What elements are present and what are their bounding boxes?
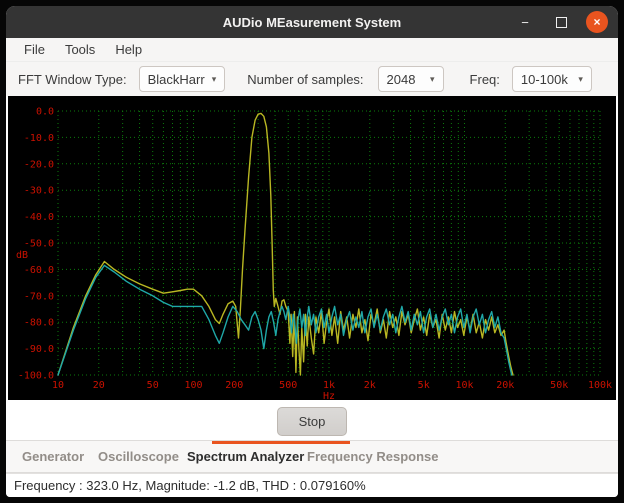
x-tick-label: 1k [323, 380, 335, 391]
close-button[interactable]: × [586, 11, 608, 33]
x-tick-label: 50 [147, 380, 159, 391]
y-tick-label: -90.0 [24, 344, 54, 355]
samples-label: Number of samples: [247, 71, 364, 87]
x-tick-label: 10 [52, 380, 64, 391]
button-row: Stop [6, 400, 618, 440]
fft-window-label: FFT Window Type: [18, 71, 127, 87]
trace-input-spectrum [57, 264, 513, 376]
window-title: AUDio MEasurement System [222, 14, 402, 30]
x-tick-label: 100k [588, 380, 612, 391]
fft-window-select[interactable]: BlackHarr ▾ [138, 66, 226, 92]
tab-bar: Generator Oscilloscope Spectrum Analyzer… [6, 440, 618, 473]
samples-select[interactable]: 2048 ▾ [377, 66, 444, 92]
y-tick-label: -20.0 [24, 159, 54, 170]
menu-help[interactable]: Help [115, 42, 143, 57]
status-bar: Frequency : 323.0 Hz, Magnitude: -1.2 dB… [6, 473, 618, 497]
x-axis-title: Hz [323, 391, 335, 400]
minimize-button[interactable]: − [521, 14, 529, 30]
toolbar: FFT Window Type: BlackHarr ▾ Number of s… [6, 62, 618, 96]
title-bar[interactable]: AUDio MEasurement System − × [6, 6, 618, 38]
spectrum-analyzer-plot: 0.0 -10.0 -20.0 -30.0 -40.0 -50.0 -60.0 -70.0 -8… [8, 96, 616, 400]
chevron-down-icon: ▾ [578, 73, 583, 84]
active-tab-indicator [212, 441, 350, 444]
y-axis-title: dB [16, 250, 28, 261]
x-tick-label: 10k [455, 380, 473, 391]
y-tick-label: 0.0 [36, 107, 54, 118]
y-tick-label: -70.0 [24, 291, 54, 302]
chevron-down-icon: ▾ [430, 73, 435, 84]
y-tick-label: -100.0 [18, 371, 54, 382]
y-tick-label: -10.0 [24, 133, 54, 144]
x-tick-label: 20 [93, 380, 105, 391]
y-tick-label: -60.0 [24, 265, 54, 276]
y-tick-label: -30.0 [24, 186, 54, 197]
status-text: Frequency : 323.0 Hz, Magnitude: -1.2 dB… [14, 478, 366, 493]
freq-value: 10-100k [520, 71, 568, 87]
y-tick-label: -40.0 [24, 212, 54, 223]
tab-generator[interactable]: Generator [22, 449, 85, 464]
close-icon: × [593, 15, 601, 29]
chevron-down-icon: ▾ [211, 73, 217, 84]
spectrum-chart-area: 0.0 -10.0 -20.0 -30.0 -40.0 -50.0 -60.0 -70.0 -8… [6, 96, 618, 400]
tab-spectrum-analyzer[interactable]: Spectrum Analyzer [187, 449, 305, 464]
tab-frequency-response[interactable]: Frequency Response [307, 449, 439, 464]
x-tick-label: 2k [364, 380, 376, 391]
freq-select[interactable]: 10-100k ▾ [511, 66, 592, 92]
x-tick-label: 50k [550, 380, 568, 391]
y-tick-label: -50.0 [24, 239, 54, 250]
menu-tools[interactable]: Tools [64, 42, 96, 57]
tab-oscilloscope[interactable]: Oscilloscope [98, 449, 179, 464]
x-tick-label: 5k [418, 380, 430, 391]
freq-label: Freq: [469, 71, 500, 87]
window-controls: − × [514, 6, 608, 38]
stop-button[interactable]: Stop [277, 407, 347, 436]
menu-bar: File Tools Help [6, 38, 618, 62]
y-tick-label: -80.0 [24, 318, 54, 329]
samples-value: 2048 [386, 71, 416, 87]
x-tick-label: 20k [496, 380, 514, 391]
maximize-icon [555, 16, 567, 28]
trace-output-spectrum [57, 112, 514, 376]
fft-window-value: BlackHarr [147, 71, 205, 87]
maximize-button[interactable] [550, 11, 572, 33]
menu-file[interactable]: File [24, 42, 45, 57]
app-window: AUDio MEasurement System − × File Tools … [6, 6, 618, 497]
x-tick-label: 100 [184, 380, 202, 391]
x-tick-label: 500 [279, 380, 297, 391]
x-tick-label: 200 [225, 380, 243, 391]
